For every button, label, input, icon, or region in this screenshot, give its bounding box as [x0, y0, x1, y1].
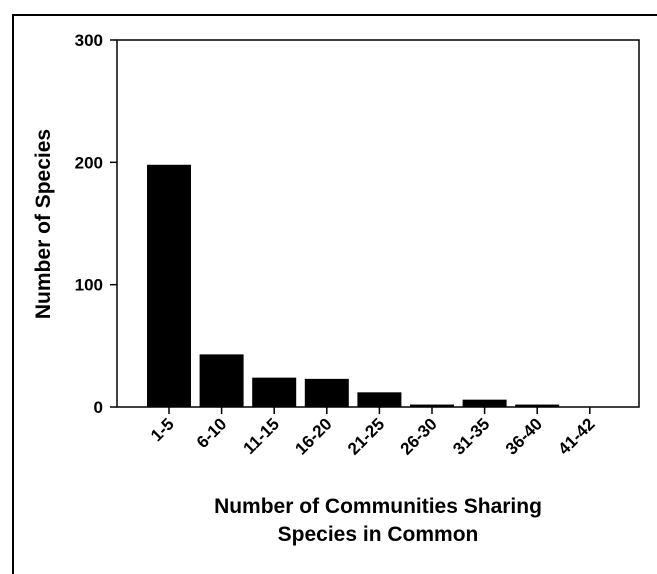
- x-tick-label: 1-5: [147, 414, 178, 445]
- x-tick-label: 26-30: [397, 414, 441, 458]
- bar-11-15: [252, 377, 297, 407]
- bar-6-10: [199, 354, 244, 407]
- bar-chart: 0 100 200 300 1-5 6-10 11-15 16-20 21-25 26-30 31…: [32, 31, 640, 546]
- x-tick-label: 6-10: [193, 414, 230, 451]
- bar-21-25: [357, 392, 402, 407]
- y-tick-label: 200: [75, 153, 103, 172]
- x-axis: 1-5 6-10 11-15 16-20 21-25 26-30 31-35 36-40 41-…: [147, 407, 599, 459]
- y-tick-label: 0: [94, 398, 103, 417]
- bar-31-35: [462, 399, 507, 407]
- bar-26-30: [410, 404, 454, 407]
- x-tick-label: 11-15: [240, 414, 284, 458]
- bar-16-20: [304, 378, 349, 407]
- y-axis-title: Number of Species: [32, 129, 55, 319]
- plot-area: [116, 39, 640, 408]
- y-tick-label: 100: [75, 276, 103, 295]
- bars-group: [147, 164, 560, 407]
- x-tick-label: 41-42: [554, 414, 598, 458]
- x-tick-label: 36-40: [502, 414, 546, 458]
- x-axis-title-line-2: Species in Common: [278, 523, 479, 546]
- x-axis-title-line-1: Number of Communities Sharing: [214, 495, 542, 518]
- x-tick-label: 31-35: [449, 414, 493, 458]
- bar-36-40: [515, 404, 560, 407]
- y-axis: 0 100 200 300: [75, 31, 117, 417]
- x-tick-label: 16-20: [291, 414, 335, 458]
- bar-1-5: [147, 164, 191, 407]
- y-tick-label: 300: [75, 31, 103, 50]
- x-tick-label: 21-25: [344, 414, 388, 458]
- figure-frame: [12, 14, 657, 574]
